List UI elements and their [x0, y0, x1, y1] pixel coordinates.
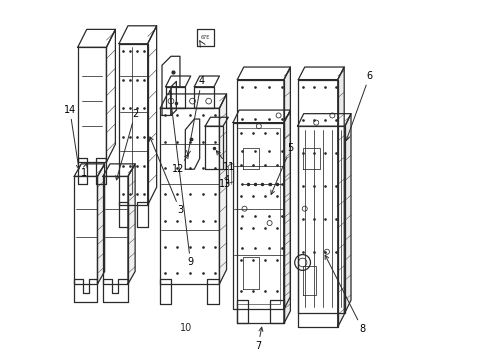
Text: 4: 4: [186, 76, 204, 155]
Polygon shape: [165, 87, 185, 108]
Text: 11: 11: [216, 151, 235, 172]
Polygon shape: [237, 80, 284, 323]
Polygon shape: [242, 257, 258, 289]
Polygon shape: [284, 110, 290, 309]
Polygon shape: [269, 300, 284, 323]
Text: 10: 10: [180, 323, 192, 333]
Polygon shape: [298, 67, 344, 80]
Polygon shape: [337, 67, 344, 327]
Text: 67E: 67E: [200, 35, 210, 40]
Polygon shape: [284, 67, 290, 323]
Polygon shape: [78, 30, 115, 47]
Text: 12: 12: [171, 154, 188, 174]
Polygon shape: [303, 266, 316, 295]
Polygon shape: [119, 26, 156, 44]
Polygon shape: [242, 148, 258, 169]
Polygon shape: [97, 164, 104, 284]
Polygon shape: [119, 44, 147, 205]
Polygon shape: [74, 164, 104, 176]
Polygon shape: [303, 148, 319, 169]
Polygon shape: [204, 126, 223, 169]
Text: 6: 6: [345, 71, 372, 140]
Polygon shape: [233, 110, 290, 123]
Polygon shape: [237, 300, 247, 323]
Polygon shape: [137, 202, 147, 226]
Polygon shape: [171, 81, 176, 116]
Polygon shape: [185, 119, 199, 169]
Polygon shape: [119, 202, 128, 226]
Text: 2: 2: [115, 109, 138, 180]
Polygon shape: [162, 56, 180, 116]
Polygon shape: [298, 80, 337, 327]
Text: 14: 14: [63, 105, 80, 169]
Polygon shape: [96, 158, 106, 184]
Polygon shape: [160, 279, 171, 304]
Polygon shape: [147, 26, 156, 205]
Polygon shape: [74, 279, 97, 302]
Polygon shape: [194, 76, 219, 87]
Polygon shape: [128, 164, 135, 284]
Polygon shape: [194, 87, 214, 108]
Text: 5: 5: [270, 143, 293, 194]
Polygon shape: [102, 279, 128, 302]
Text: 13: 13: [218, 175, 230, 189]
Text: 1: 1: [81, 163, 87, 178]
Polygon shape: [206, 279, 219, 304]
Polygon shape: [237, 128, 279, 304]
Polygon shape: [160, 108, 219, 284]
Polygon shape: [204, 117, 228, 126]
Text: 9: 9: [168, 91, 193, 267]
Polygon shape: [160, 94, 226, 108]
Polygon shape: [197, 30, 214, 45]
Polygon shape: [233, 123, 284, 309]
Polygon shape: [297, 114, 350, 126]
Polygon shape: [344, 114, 350, 313]
Polygon shape: [74, 176, 97, 284]
Polygon shape: [165, 76, 190, 87]
Polygon shape: [226, 164, 233, 184]
Polygon shape: [297, 126, 344, 313]
Polygon shape: [106, 30, 115, 162]
Polygon shape: [78, 47, 106, 162]
Text: 3: 3: [149, 137, 183, 216]
Polygon shape: [219, 94, 226, 284]
Polygon shape: [102, 176, 128, 284]
Polygon shape: [102, 164, 135, 176]
Text: 8: 8: [325, 255, 365, 334]
Polygon shape: [78, 158, 86, 184]
Text: 7: 7: [254, 327, 263, 351]
Polygon shape: [237, 67, 290, 80]
